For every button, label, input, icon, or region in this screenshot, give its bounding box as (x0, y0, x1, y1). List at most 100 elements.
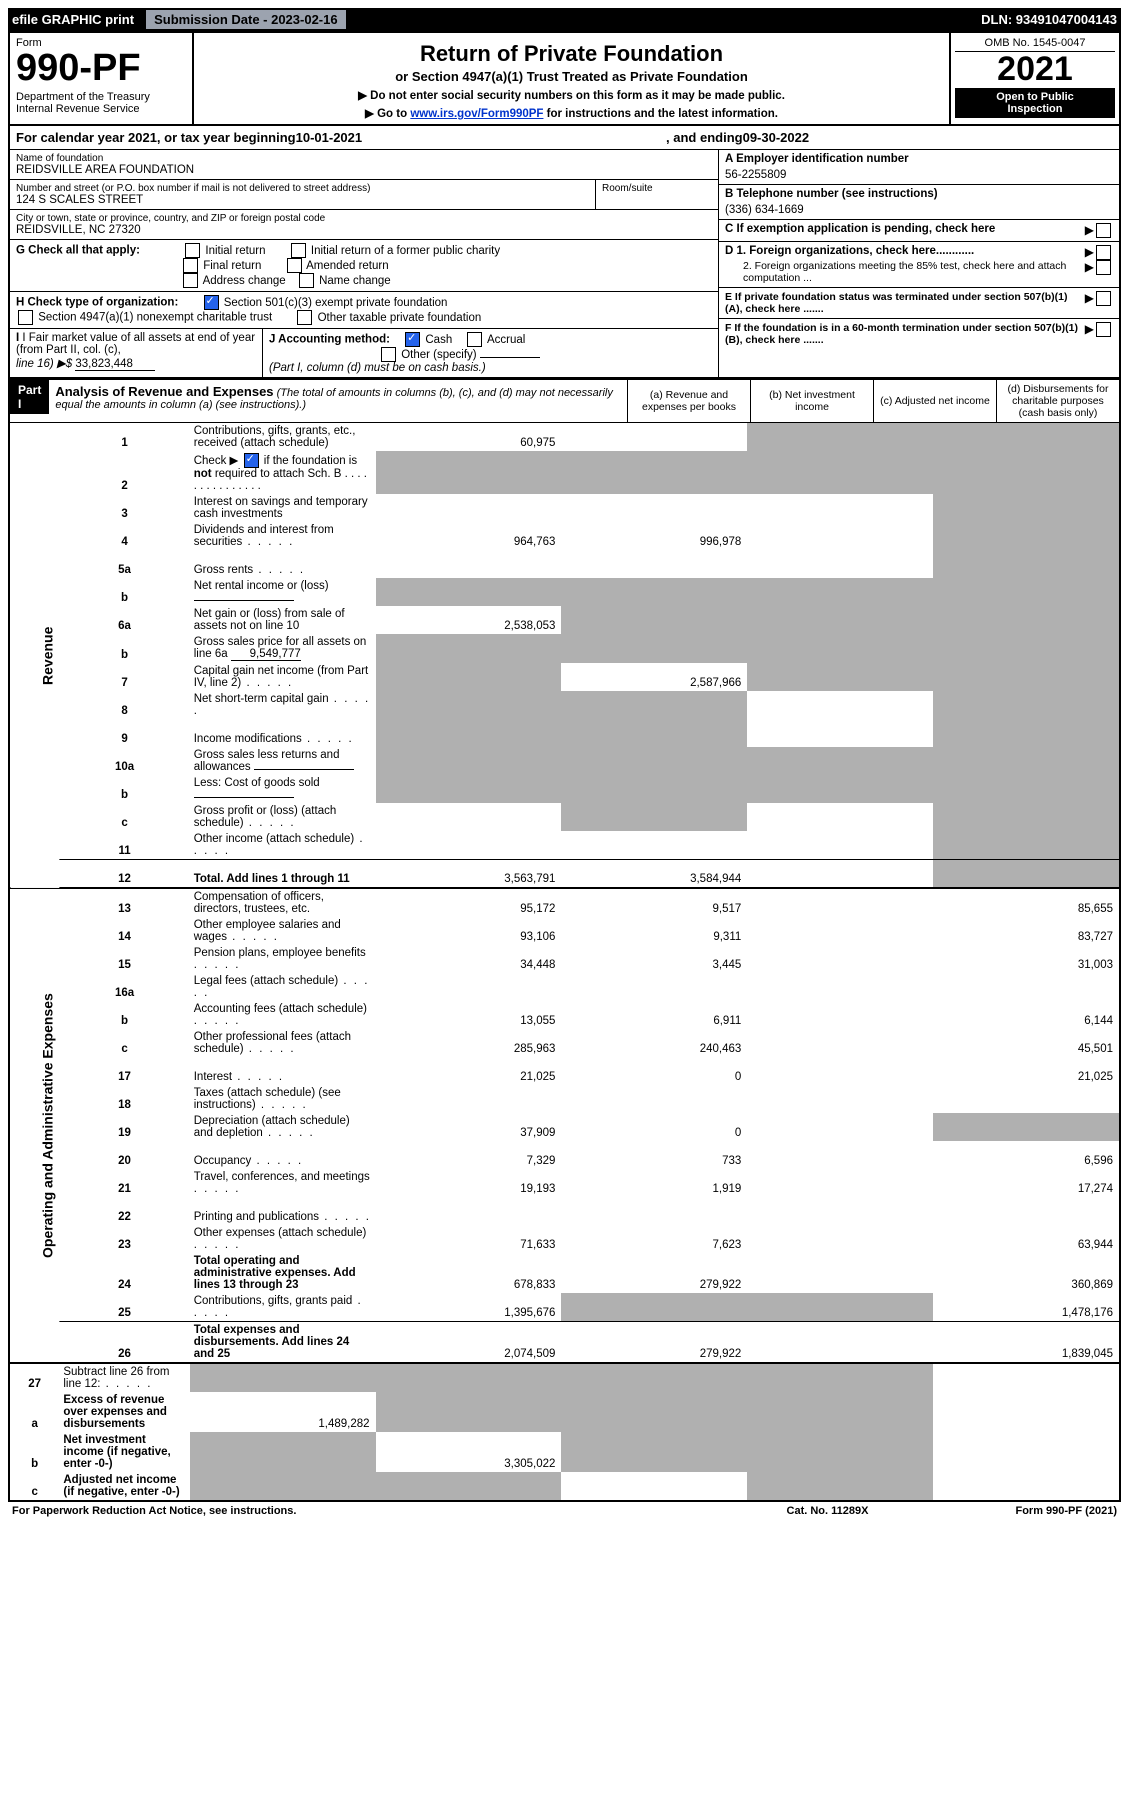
line-description: Gross sales less returns and allowances (190, 747, 376, 775)
g-opt-1: Initial return of a former public charit… (311, 245, 500, 257)
line-number: 23 (59, 1225, 189, 1253)
c-checkbox[interactable] (1096, 223, 1111, 238)
foundation-name: REIDSVILLE AREA FOUNDATION (16, 164, 712, 176)
line-number: 7 (59, 663, 189, 691)
accrual-checkbox[interactable] (467, 332, 482, 347)
footer-right: Form 990-PF (2021) (1015, 1505, 1117, 1517)
g-opt-0: Initial return (205, 245, 265, 257)
table-row: 21Travel, conferences, and meetings19,19… (10, 1169, 1119, 1197)
table-row: bLess: Cost of goods sold (10, 775, 1119, 803)
h2-label: Section 4947(a)(1) nonexempt charitable … (38, 312, 272, 324)
line-description: Compensation of officers, directors, tru… (190, 888, 376, 917)
sub3-suffix: for instructions and the latest informat… (543, 108, 778, 120)
line-number: 6a (59, 606, 189, 634)
other-method-checkbox[interactable] (381, 347, 396, 362)
header-mid: Return of Private Foundation or Section … (194, 33, 949, 124)
table-row: 5aGross rents (10, 550, 1119, 578)
line-number: 15 (59, 945, 189, 973)
h1-label: Section 501(c)(3) exempt private foundat… (224, 297, 448, 309)
side-label: Operating and Administrative Expenses (10, 888, 59, 1363)
initial-public-checkbox[interactable] (291, 243, 306, 258)
line-description: Gross rents (190, 550, 376, 578)
table-row: 24Total operating and administrative exp… (10, 1253, 1119, 1293)
d-cell: D 1. Foreign organizations, check here..… (719, 242, 1119, 288)
table-row: bNet rental income or (loss) (10, 578, 1119, 606)
e-cell: E If private foundation status was termi… (719, 288, 1119, 319)
table-row: 19Depreciation (attach schedule) and dep… (10, 1113, 1119, 1141)
line-number: 13 (59, 888, 189, 917)
g-opt-5: Name change (319, 275, 391, 287)
entity-block: Name of foundation REIDSVILLE AREA FOUND… (10, 150, 1119, 378)
table-row: bGross sales price for all assets on lin… (10, 634, 1119, 663)
name-label: Name of foundation (16, 153, 712, 164)
line-description: Check ▶ if the foundation is not require… (190, 451, 376, 494)
footer-left: For Paperwork Reduction Act Notice, see … (12, 1505, 296, 1517)
e-checkbox[interactable] (1096, 291, 1111, 306)
table-row: 12Total. Add lines 1 through 113,563,791… (10, 860, 1119, 888)
d1-label: D 1. Foreign organizations, check here..… (725, 245, 1085, 260)
j-cash-label: Cash (425, 334, 452, 346)
f-checkbox[interactable] (1096, 322, 1111, 337)
col-c-head: (c) Adjusted net income (873, 380, 996, 422)
line-description: Other employee salaries and wages (190, 917, 376, 945)
line-description: Legal fees (attach schedule) (190, 973, 376, 1001)
d2-checkbox[interactable] (1096, 260, 1111, 275)
table-row: 11Other income (attach schedule) (10, 831, 1119, 860)
tax-period-row: For calendar year 2021, or tax year begi… (10, 126, 1119, 150)
irs-label: Internal Revenue Service (16, 103, 186, 115)
line-number: 27 (10, 1363, 59, 1392)
line-description: Income modifications (190, 719, 376, 747)
schb-checkbox[interactable] (244, 453, 259, 468)
period-end: 09-30-2022 (743, 130, 810, 145)
address-change-checkbox[interactable] (183, 273, 198, 288)
d1-checkbox[interactable] (1096, 245, 1111, 260)
g-check-row: G Check all that apply: Initial return I… (10, 240, 718, 292)
table-row: 22Printing and publications (10, 1197, 1119, 1225)
page-footer: For Paperwork Reduction Act Notice, see … (8, 1502, 1121, 1520)
city-cell: City or town, state or province, country… (10, 210, 718, 240)
4947-checkbox[interactable] (18, 310, 33, 325)
line-description: Net investment income (if negative, ente… (59, 1432, 189, 1472)
ein-value: 56-2255809 (725, 169, 1113, 181)
f-label: F If the foundation is in a 60-month ter… (725, 322, 1085, 346)
j-cell: J Accounting method: Cash Accrual Other … (263, 329, 718, 377)
table-row: Operating and Administrative Expenses13C… (10, 888, 1119, 917)
table-row: 15Pension plans, employee benefits34,448… (10, 945, 1119, 973)
efile-label: efile GRAPHIC print (12, 12, 134, 27)
501c3-checkbox[interactable] (204, 295, 219, 310)
cash-checkbox[interactable] (405, 332, 420, 347)
line-description: Taxes (attach schedule) (see instruction… (190, 1085, 376, 1113)
name-change-checkbox[interactable] (299, 273, 314, 288)
table-row: 23Other expenses (attach schedule) 71,63… (10, 1225, 1119, 1253)
line-description: Other professional fees (attach schedule… (190, 1029, 376, 1057)
table-row: cAdjusted net income (if negative, enter… (10, 1472, 1119, 1500)
inspection-label: Inspection (958, 103, 1112, 115)
fmv-value: 33,823,448 (75, 358, 155, 371)
col-b-head: (b) Net investment income (750, 380, 873, 422)
footer-mid: Cat. No. 11289X (787, 1505, 869, 1517)
line-number: 5a (59, 550, 189, 578)
line-description: Total expenses and disbursements. Add li… (190, 1321, 376, 1363)
initial-return-checkbox[interactable] (185, 243, 200, 258)
form990pf-link[interactable]: www.irs.gov/Form990PF (410, 108, 543, 120)
table-row: 26Total expenses and disbursements. Add … (10, 1321, 1119, 1363)
submission-date: Submission Date - 2023-02-16 (146, 10, 346, 29)
j-other-label: Other (specify) (401, 349, 476, 361)
final-return-checkbox[interactable] (183, 258, 198, 273)
header-left: Form 990-PF Department of the Treasury I… (10, 33, 194, 124)
table-row: 18Taxes (attach schedule) (see instructi… (10, 1085, 1119, 1113)
amended-return-checkbox[interactable] (287, 258, 302, 273)
line-number: b (59, 1001, 189, 1029)
line-description: Gross profit or (loss) (attach schedule) (190, 803, 376, 831)
name-cell: Name of foundation REIDSVILLE AREA FOUND… (10, 150, 718, 180)
line-number: 2 (59, 451, 189, 494)
address-cell: Number and street (or P.O. box number if… (10, 180, 595, 209)
room-label: Room/suite (602, 183, 712, 194)
line-number: 25 (59, 1293, 189, 1322)
line-number: 26 (59, 1321, 189, 1363)
g-opt-3: Amended return (306, 260, 388, 272)
table-row: 16aLegal fees (attach schedule) (10, 973, 1119, 1001)
other-taxable-checkbox[interactable] (297, 310, 312, 325)
room-cell: Room/suite (595, 180, 718, 209)
j-note: (Part I, column (d) must be on cash basi… (269, 362, 486, 374)
